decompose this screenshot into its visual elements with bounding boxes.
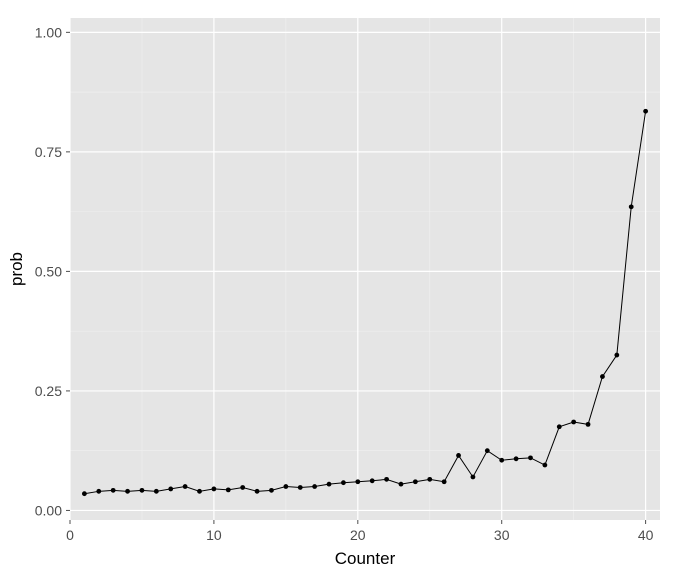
- series-point: [643, 109, 648, 114]
- series-point: [471, 475, 476, 480]
- series-point: [183, 484, 188, 489]
- series-point: [212, 487, 217, 492]
- series-point: [514, 456, 519, 461]
- x-tick-label: 20: [350, 527, 366, 543]
- series-point: [327, 482, 332, 487]
- series-point: [499, 458, 504, 463]
- series-point: [283, 484, 288, 489]
- series-point: [528, 455, 533, 460]
- series-point: [226, 487, 231, 492]
- series-point: [399, 482, 404, 487]
- series-point: [197, 489, 202, 494]
- chart-container: 0 10 20 30 40 0.00 0.25 0.50 0.75 1.00 Counter prob: [0, 0, 678, 578]
- y-axis-label: prob: [7, 252, 26, 286]
- x-tick-label: 30: [494, 527, 510, 543]
- plot-panel: [70, 18, 660, 520]
- series-point: [240, 485, 245, 490]
- series-point: [413, 479, 418, 484]
- series-point: [298, 485, 303, 490]
- y-tick-label: 0.00: [35, 502, 62, 518]
- series-point: [586, 422, 591, 427]
- series-point: [168, 487, 173, 492]
- series-point: [427, 477, 432, 482]
- series-point: [341, 480, 346, 485]
- series-point: [571, 420, 576, 425]
- x-axis-label: Counter: [335, 549, 396, 568]
- series-point: [629, 204, 634, 209]
- series-point: [125, 489, 130, 494]
- y-tick-label: 1.00: [35, 24, 62, 40]
- series-point: [96, 489, 101, 494]
- series-point: [255, 489, 260, 494]
- series-point: [456, 453, 461, 458]
- series-point: [614, 353, 619, 358]
- series-point: [442, 479, 447, 484]
- series-point: [140, 488, 145, 493]
- x-tick-label: 0: [66, 527, 74, 543]
- series-point: [384, 477, 389, 482]
- series-point: [269, 488, 274, 493]
- series-point: [600, 374, 605, 379]
- series-point: [370, 478, 375, 483]
- series-point: [355, 479, 360, 484]
- y-tick-label: 0.75: [35, 144, 62, 160]
- x-tick-label: 10: [206, 527, 222, 543]
- series-point: [542, 463, 547, 468]
- y-tick-label: 0.50: [35, 263, 62, 279]
- series-point: [312, 484, 317, 489]
- y-tick-label: 0.25: [35, 383, 62, 399]
- series-point: [154, 489, 159, 494]
- series-point: [557, 424, 562, 429]
- x-tick-label: 40: [638, 527, 654, 543]
- line-chart: 0 10 20 30 40 0.00 0.25 0.50 0.75 1.00 Counter prob: [0, 0, 678, 578]
- series-point: [485, 448, 490, 453]
- series-point: [82, 491, 87, 496]
- series-point: [111, 488, 116, 493]
